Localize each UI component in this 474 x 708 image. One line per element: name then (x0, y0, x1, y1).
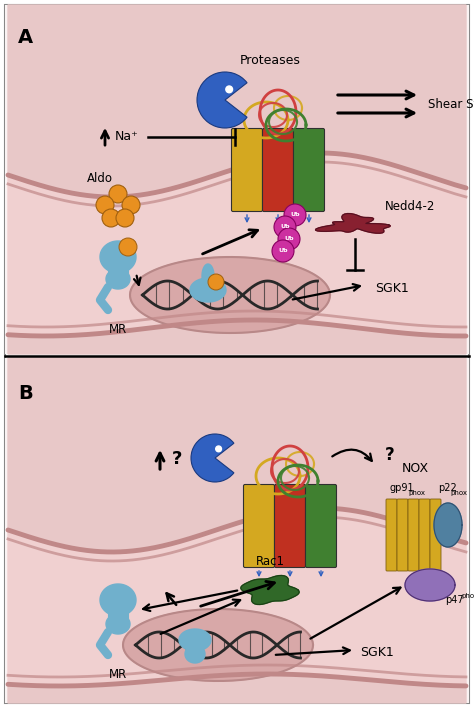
Wedge shape (191, 434, 234, 482)
Polygon shape (241, 576, 299, 605)
Circle shape (284, 204, 306, 226)
Text: A: A (18, 28, 33, 47)
Text: p22: p22 (438, 483, 457, 493)
Circle shape (116, 209, 134, 227)
FancyBboxPatch shape (386, 499, 397, 571)
Polygon shape (434, 503, 462, 547)
Text: Nedd4-2: Nedd4-2 (385, 200, 436, 214)
Circle shape (208, 274, 224, 290)
FancyBboxPatch shape (244, 484, 274, 568)
Circle shape (226, 86, 233, 93)
Circle shape (109, 185, 127, 203)
Text: gp91: gp91 (390, 483, 415, 493)
Circle shape (272, 240, 294, 262)
Text: MR: MR (109, 323, 127, 336)
Text: phox: phox (408, 490, 425, 496)
Polygon shape (8, 5, 466, 197)
Circle shape (278, 228, 300, 250)
Bar (5, 358, 469, 703)
Text: phox: phox (461, 593, 474, 599)
Circle shape (216, 446, 221, 452)
Text: SGK1: SGK1 (375, 282, 409, 295)
Polygon shape (190, 278, 226, 302)
Polygon shape (100, 584, 136, 616)
Wedge shape (197, 72, 247, 128)
Text: NOX: NOX (401, 462, 428, 475)
Text: Aldo: Aldo (87, 172, 113, 185)
Circle shape (274, 216, 296, 238)
Polygon shape (179, 629, 211, 651)
Polygon shape (316, 214, 391, 233)
Polygon shape (8, 320, 466, 354)
FancyBboxPatch shape (306, 484, 337, 568)
Polygon shape (100, 241, 136, 273)
Text: Rac1: Rac1 (255, 555, 284, 568)
FancyBboxPatch shape (231, 128, 263, 212)
Text: Na⁺: Na⁺ (115, 130, 139, 144)
Text: Ub: Ub (284, 236, 294, 241)
Circle shape (102, 209, 120, 227)
FancyBboxPatch shape (397, 499, 408, 571)
Polygon shape (202, 264, 214, 288)
Text: Shear Stress: Shear Stress (428, 98, 474, 110)
Polygon shape (8, 153, 466, 336)
Text: MR: MR (109, 668, 127, 681)
Polygon shape (185, 645, 205, 663)
FancyBboxPatch shape (430, 499, 441, 571)
FancyBboxPatch shape (263, 128, 293, 212)
Text: SGK1: SGK1 (360, 646, 394, 658)
Text: ?: ? (385, 446, 395, 464)
Text: Ub: Ub (280, 224, 290, 229)
FancyBboxPatch shape (408, 499, 419, 571)
Text: B: B (18, 384, 33, 403)
Text: p47: p47 (445, 595, 464, 605)
Text: Proteases: Proteases (239, 54, 301, 67)
Polygon shape (8, 508, 466, 686)
FancyBboxPatch shape (419, 499, 430, 571)
Polygon shape (106, 614, 130, 634)
Polygon shape (405, 569, 455, 601)
Text: ?: ? (172, 450, 182, 468)
Text: Ub: Ub (278, 249, 288, 253)
Text: Ub: Ub (290, 212, 300, 217)
FancyBboxPatch shape (274, 484, 306, 568)
Text: phox: phox (450, 490, 467, 496)
Polygon shape (123, 609, 313, 681)
Circle shape (122, 196, 140, 214)
FancyBboxPatch shape (293, 128, 325, 212)
Polygon shape (130, 257, 330, 333)
Circle shape (119, 238, 137, 256)
Polygon shape (106, 269, 130, 289)
Bar (5, 5, 469, 354)
Circle shape (96, 196, 114, 214)
Polygon shape (8, 674, 466, 703)
Polygon shape (8, 358, 466, 552)
